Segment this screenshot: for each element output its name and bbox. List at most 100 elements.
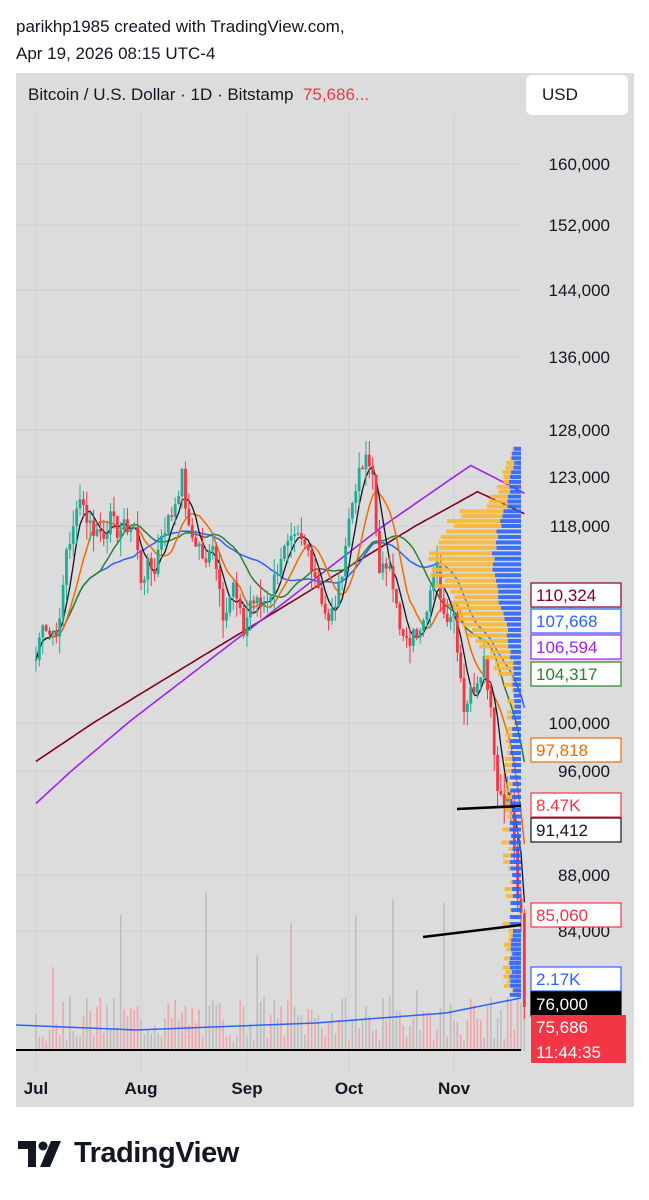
volume-bar (314, 1018, 316, 1051)
price-label-text: 8.47K (536, 796, 581, 815)
y-tick-label: 96,000 (558, 762, 610, 781)
volume-bar (222, 1019, 224, 1051)
volume-profile-down-bar (459, 509, 504, 514)
volume-profile-down-bar (429, 551, 492, 556)
tradingview-logo-icon (18, 1140, 61, 1167)
volume-profile-up-bar (513, 688, 521, 693)
volume-bar (456, 1021, 459, 1051)
volume-profile-up-bar (494, 556, 521, 561)
chart-panel[interactable]: 160,000 152,000 144,000 136,000 128,000 123,0… (16, 73, 634, 1107)
volume-profile-down-bar (506, 460, 515, 465)
candle-body (449, 617, 453, 623)
currency-button[interactable]: USD (526, 75, 628, 115)
candle-body (44, 625, 48, 631)
volume-profile-up-bar (498, 589, 521, 594)
brand-name: TradingView (74, 1137, 239, 1169)
volume-profile-down-bar (446, 529, 497, 534)
volume-bar (35, 1014, 37, 1051)
volume-bar (58, 1034, 61, 1051)
volume-bar (358, 1027, 360, 1051)
candle-body (61, 584, 65, 619)
volume-bar (402, 1025, 404, 1051)
candle-body (105, 534, 109, 539)
volume-profile-up-bar (514, 721, 521, 725)
volume-bar (463, 1040, 465, 1051)
candle-body (269, 596, 273, 602)
volume-profile-up-bar (510, 745, 521, 749)
volume-profile-up-bar (509, 915, 521, 919)
volume-profile-down-bar (509, 915, 510, 919)
volume-bar (415, 990, 418, 1051)
candle-body (452, 612, 456, 618)
volume-profile-up-bar (509, 827, 521, 832)
candle-body (381, 563, 385, 573)
volume-profile-down-bar (444, 578, 496, 583)
volume-profile-up-bar (511, 808, 521, 812)
candle-body (371, 466, 375, 475)
volume-profile-up-bar (511, 456, 521, 461)
candle-body (180, 468, 184, 497)
candle-body (129, 528, 133, 533)
volume-bar (338, 1019, 340, 1051)
volume-bar (280, 1006, 282, 1051)
volume-profile-down-bar (503, 860, 510, 864)
volume-bar (327, 1022, 330, 1051)
candle-body (122, 519, 126, 531)
volume-bar (520, 1002, 522, 1051)
volume-bar (375, 1029, 377, 1051)
price-labels: 110,324 107,668 106,594 104,317 97,818 8.47K 9… (530, 582, 626, 1063)
volume-profile-down-bar (493, 666, 514, 671)
candle-body (235, 582, 239, 599)
volume-profile-down-bar (508, 821, 510, 825)
volume-profile-up-bar (512, 682, 521, 687)
volume-profile-up-bar (509, 960, 521, 965)
volume-profile-down-bar (503, 942, 511, 947)
volume-bar (493, 1037, 495, 1051)
volume-profile-down-bar (509, 908, 512, 912)
volume-profile-down-bar (458, 611, 504, 616)
volume-bar (300, 1015, 303, 1051)
price-label-bg (530, 634, 622, 660)
candle-body (395, 588, 398, 604)
volume-bar (321, 1027, 323, 1051)
x-tick-label: Sep (231, 1079, 262, 1098)
grid (16, 113, 521, 1073)
price-label-text: 85,060 (536, 906, 588, 925)
volume-bar (399, 1010, 401, 1051)
volume-bar (334, 1033, 337, 1051)
candle-body (455, 612, 459, 653)
volume-profile-down-bar (479, 644, 509, 649)
volume-bar (429, 1012, 432, 1051)
price-chart[interactable]: 160,000 152,000 144,000 136,000 128,000 123,0… (16, 73, 634, 1107)
volume-profile-up-bar (513, 666, 521, 671)
volume-bar (229, 1034, 231, 1051)
candle-body (479, 677, 483, 684)
candle-body (190, 525, 194, 538)
y-tick-label: 100,000 (549, 714, 610, 733)
x-tick-label: Jul (24, 1079, 49, 1098)
volume-bar (170, 1018, 173, 1051)
volume-bar (496, 1018, 499, 1051)
volume-profile-up-bar (510, 649, 521, 654)
volume-bar (409, 1025, 411, 1051)
volume-bar (119, 914, 122, 1051)
volume-profile-down-bar (507, 699, 515, 704)
volume-bar (215, 1005, 218, 1051)
volume-bar (140, 1019, 142, 1051)
price-label-text: 104,317 (536, 665, 597, 684)
volume-profile-up-bar (512, 951, 521, 956)
volume-profile-down-bar (434, 584, 498, 589)
candle-body (82, 499, 85, 505)
volume-bar (75, 1035, 78, 1051)
symbol-bar[interactable]: Bitcoin / U.S. Dollar · 1D · Bitstamp 75… (28, 85, 369, 105)
volume-profile-down-bar (509, 901, 511, 905)
volume-bar (41, 1036, 44, 1051)
volume-profile-down-bar (511, 988, 513, 993)
volume-bar (297, 1014, 299, 1051)
volume-profile-up-bar (509, 974, 521, 979)
candle-body (225, 612, 228, 621)
volume-profile-down-bar (504, 956, 511, 961)
candle-body (496, 754, 499, 792)
candle-body (187, 508, 191, 526)
volume-profile-up-bar (491, 551, 521, 556)
